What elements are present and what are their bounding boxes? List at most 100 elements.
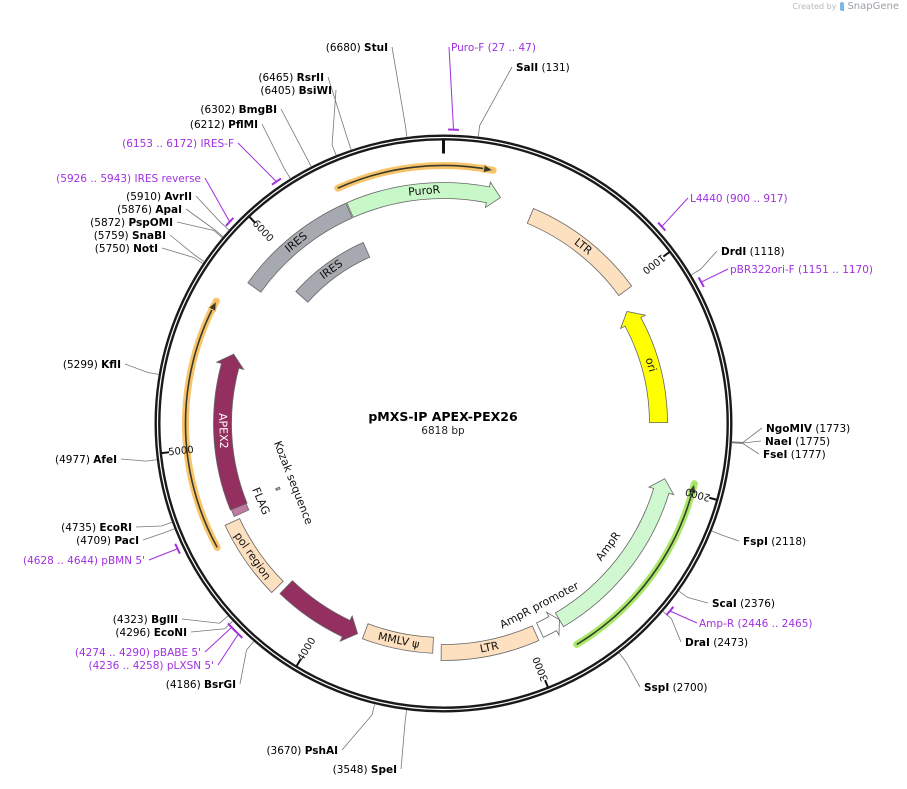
feature-glow-layer: [182, 162, 698, 648]
primer-binding-mark: [227, 622, 237, 632]
primer-binding-mark: [665, 606, 675, 616]
restriction-site-drdi[interactable]: DrdI (1118): [721, 246, 785, 258]
feature-ires[interactable]: [295, 241, 371, 303]
site-leader-line: [731, 442, 760, 455]
feature-ampr[interactable]: [554, 478, 675, 628]
feature-apex2[interactable]: [213, 353, 248, 511]
tick-label: 6000: [250, 218, 275, 244]
feature-gag-truncated-[interactable]: [279, 580, 359, 642]
restriction-site-fspi[interactable]: FspI (2118): [743, 536, 806, 548]
restriction-site-bsiwi[interactable]: (6405) BsiWI: [260, 85, 332, 97]
tick-label: 3000: [531, 655, 551, 683]
restriction-site-pspomi[interactable]: (5872) PspOMI: [90, 217, 173, 229]
restriction-site-scai[interactable]: ScaI (2376): [712, 598, 775, 610]
restriction-site-bmgbi[interactable]: (6302) BmgBI: [200, 104, 277, 116]
restriction-site-fsei[interactable]: FseI (1777): [763, 449, 826, 461]
restriction-site-layer: (6680) StuI (6465) RsrII(6405) BsiWI (6302…: [55, 42, 850, 776]
restriction-site-paci[interactable]: (4709) PacI: [76, 535, 139, 547]
site-leader-line: [400, 710, 407, 770]
feature-ltr[interactable]: [526, 208, 633, 297]
glow-arc-orange-left: [182, 297, 221, 551]
restriction-site-sspi[interactable]: SspI (2700): [644, 682, 708, 694]
feature-mmlv-psi[interactable]: [361, 623, 434, 654]
restriction-site-drai[interactable]: DraI (2473): [685, 637, 748, 649]
site-leader-line: [618, 652, 641, 688]
site-leader-line: [711, 530, 740, 542]
tick-mark: [248, 215, 256, 223]
primer-plxsn-5-[interactable]: (4236 .. 4258) pLXSN 5': [89, 660, 214, 672]
site-leader-line: [331, 89, 337, 156]
plasmid-length: 6818 bp: [421, 425, 465, 437]
site-leader-line: [731, 427, 763, 443]
feature-ires[interactable]: [247, 202, 353, 293]
glow-arc-line: [184, 300, 218, 548]
restriction-site-ecori[interactable]: (4735) EcoRI: [61, 522, 132, 534]
primer-leader-line: [448, 46, 455, 130]
site-leader-line: [124, 363, 159, 375]
site-leader-line: [161, 247, 204, 264]
arrowhead-icon: [207, 299, 217, 313]
feature-puror[interactable]: [346, 180, 502, 218]
tick-mark: [160, 451, 170, 455]
primer-l4440[interactable]: L4440 (900 .. 917): [690, 193, 788, 205]
primer-binding-mark: [697, 276, 705, 288]
backbone-strand-gap: [156, 136, 731, 711]
primer-ires-reverse[interactable]: (5926 .. 5943) IRES reverse: [56, 173, 201, 185]
primer-ires-f[interactable]: (6153 .. 6172) IRES-F: [122, 138, 234, 150]
restriction-site-ngomiv[interactable]: NgoMIV (1773): [766, 423, 850, 435]
restriction-site-kfli[interactable]: (5299) KflI: [63, 359, 121, 371]
primer-leader-line: [148, 548, 178, 561]
glow-arc-line: [576, 483, 696, 646]
feature-label-kozak-sequence: Kozak sequence: [271, 439, 316, 527]
site-leader-line: [341, 704, 376, 751]
restriction-site-pshai[interactable]: (3670) PshAI: [266, 745, 338, 757]
primer-binding-mark: [657, 221, 667, 232]
restriction-site-econi[interactable]: (4296) EcoNI: [115, 627, 187, 639]
glow-arc-green-right: [573, 480, 698, 648]
feature-kozak-sequence[interactable]: [275, 486, 281, 491]
restriction-site-noti[interactable]: (5750) NotI: [95, 243, 158, 255]
site-leader-line: [142, 528, 175, 541]
restriction-site-rsrii[interactable]: (6465) RsrII: [258, 72, 324, 84]
site-leader-line: [477, 66, 513, 137]
restriction-site-pflmi[interactable]: (6212) PflMI: [190, 119, 258, 131]
tick-mark: [544, 679, 549, 688]
feature-ltr[interactable]: [440, 625, 540, 661]
feature-ori[interactable]: [619, 311, 668, 424]
tick-mark: [295, 659, 302, 667]
primer-pbmn-5-[interactable]: (4628 .. 4644) pBMN 5': [23, 555, 145, 567]
primer-binding-mark: [271, 177, 282, 186]
restriction-site-bglii[interactable]: (4323) BglII: [113, 614, 178, 626]
tick-mark: [709, 496, 718, 501]
primer-puro-f[interactable]: Puro-F (27 .. 47): [451, 42, 536, 54]
feature-label-ltr: LTR: [479, 639, 501, 656]
restriction-site-bsrgi[interactable]: (4186) BsrGI: [166, 679, 236, 691]
tick-label: 4000: [296, 636, 319, 663]
primer-leader-line: [701, 268, 729, 283]
site-leader-line: [120, 458, 157, 462]
site-leader-line: [169, 234, 205, 262]
restriction-site-apai[interactable]: (5876) ApaI: [117, 204, 182, 216]
primer-pbabe-5-[interactable]: (4274 .. 4290) pBABE 5': [75, 647, 201, 659]
site-leader-line: [678, 590, 709, 604]
feature-pol-region[interactable]: [224, 518, 284, 594]
restriction-site-sali[interactable]: SalI (131): [516, 62, 570, 74]
feature-ampr-promoter[interactable]: [536, 611, 560, 638]
restriction-site-snabi[interactable]: (5759) SnaBI: [94, 230, 166, 242]
snapgene-logo-icon: [840, 2, 845, 11]
site-leader-line: [280, 108, 312, 167]
restriction-site-avrii[interactable]: (5910) AvrII: [126, 191, 192, 203]
site-leader-line: [195, 195, 230, 231]
restriction-site-afei[interactable]: (4977) AfeI: [55, 454, 117, 466]
site-leader-line: [327, 76, 352, 150]
site-leader-line: [731, 440, 762, 444]
primer-pbr322ori-f[interactable]: pBR322ori-F (1151 .. 1170): [730, 264, 873, 276]
tick-label: 5000: [168, 445, 194, 459]
restriction-site-stui[interactable]: (6680) StuI: [326, 42, 388, 54]
primer-amp-r[interactable]: Amp-R (2446 .. 2465): [699, 618, 813, 630]
restriction-site-naei[interactable]: NaeI (1775): [765, 436, 830, 448]
feature-label-apex2: APEX2: [216, 413, 230, 449]
restriction-site-spei[interactable]: (3548) SpeI: [333, 764, 397, 776]
site-leader-line: [691, 250, 718, 276]
feature-label-flag: FLAG: [249, 485, 272, 516]
